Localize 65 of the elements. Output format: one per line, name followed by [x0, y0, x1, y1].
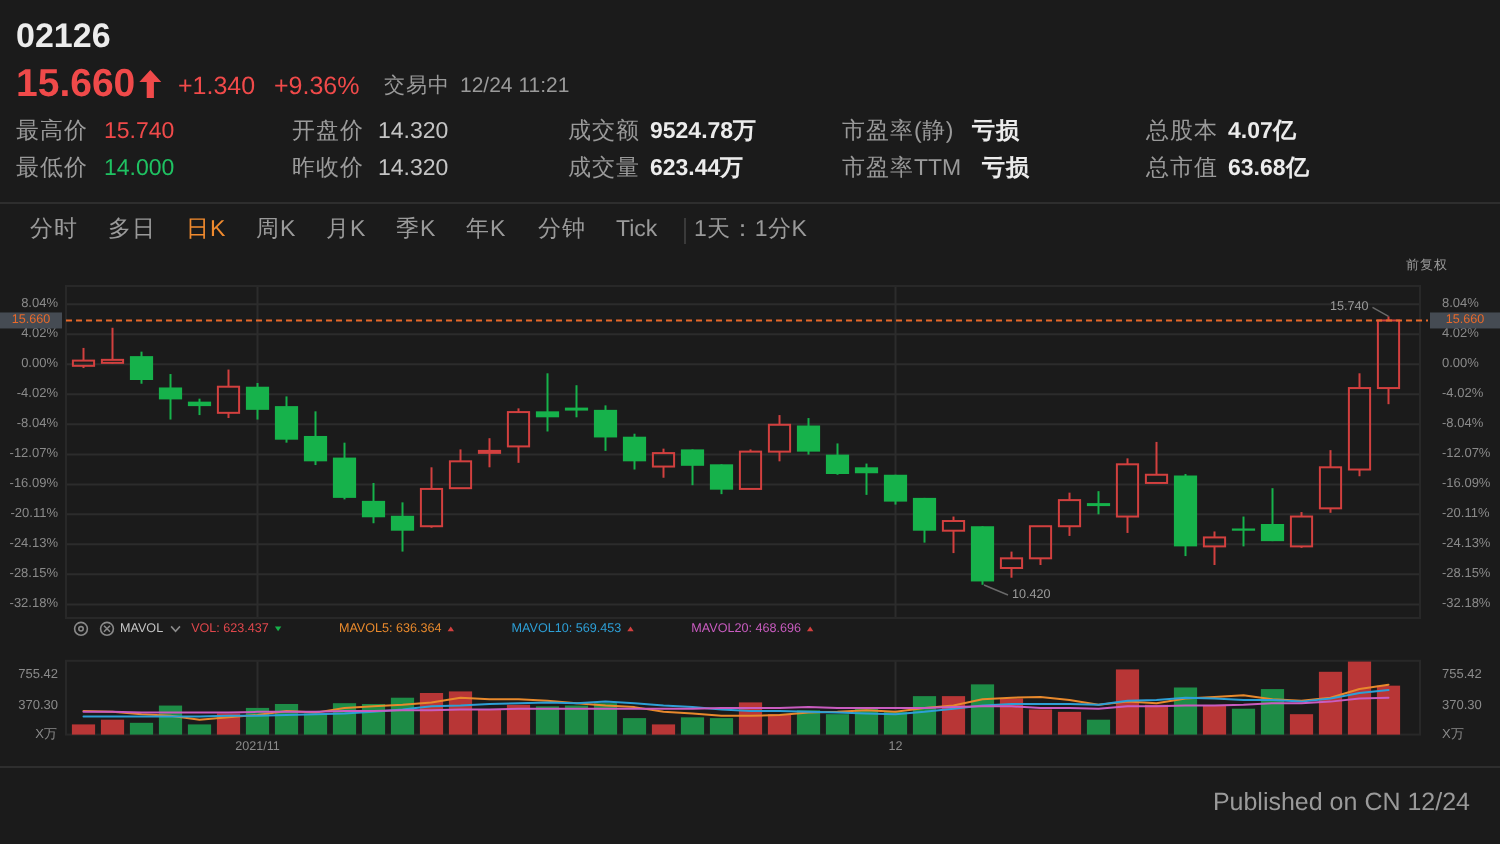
text: 亏损 — [970, 118, 1022, 144]
text: 14.320 — [378, 120, 449, 144]
text: 交易中 — [384, 72, 450, 98]
text: 月K — [326, 216, 366, 242]
bar — [71, 724, 96, 735]
text: 亏损 — [980, 155, 1032, 181]
text: 开盘价 — [292, 118, 364, 144]
line-series — [82, 696, 1390, 714]
text: 总股本 — [1144, 118, 1218, 144]
chart-title: 02126 — [16, 17, 111, 55]
text: 14.320 — [378, 157, 449, 181]
text: 季K — [396, 216, 436, 242]
bar — [129, 722, 154, 735]
text: 市盈率TTM — [842, 153, 962, 181]
text: 分时 — [30, 216, 78, 242]
text: +9.36% — [274, 72, 360, 100]
text: 总市值 — [1144, 153, 1218, 181]
bar — [622, 718, 647, 735]
bar — [1289, 714, 1314, 735]
bar — [1318, 671, 1343, 735]
bar — [1376, 685, 1401, 735]
text: 日K — [186, 216, 226, 242]
bar — [1086, 719, 1111, 735]
bar — [1347, 661, 1372, 735]
bar — [564, 705, 589, 735]
bar — [1028, 709, 1053, 735]
bar — [100, 719, 125, 735]
bar — [970, 684, 995, 735]
text: 成交额 — [568, 116, 640, 144]
text: 周K — [256, 216, 296, 242]
bar — [1231, 708, 1256, 735]
text: 昨收价 — [292, 155, 364, 181]
bar — [709, 718, 734, 735]
text: 市盈率(静) — [842, 116, 954, 144]
text: 14.000 — [104, 157, 175, 181]
text: Published on CN 12/24 — [1212, 788, 1471, 816]
text: +1.340 — [178, 72, 256, 100]
text: 9524.78万 — [650, 118, 758, 144]
bar — [187, 724, 212, 735]
bar — [506, 704, 531, 735]
text: Tick — [616, 218, 658, 242]
bar — [651, 724, 676, 735]
text: 成交量 — [568, 153, 640, 181]
bar — [477, 709, 502, 735]
bar — [767, 714, 792, 735]
bar — [825, 714, 850, 735]
bar — [1057, 711, 1082, 735]
bar — [535, 706, 560, 735]
text: 年K — [466, 216, 506, 242]
bar — [303, 713, 328, 735]
text: 4.07亿 — [1228, 118, 1299, 144]
bar — [1115, 669, 1140, 735]
text: 15.660 — [16, 62, 136, 106]
text: 分钟 — [538, 216, 586, 242]
bar — [680, 717, 705, 735]
bar — [1144, 704, 1169, 735]
text: 最高价 — [16, 116, 88, 144]
text: 12/24 11:21 — [460, 74, 570, 98]
text: 63.68亿 — [1228, 155, 1312, 181]
text: 1天：1分K — [694, 216, 808, 242]
bar — [1202, 705, 1227, 735]
text: 623.44万 — [650, 155, 745, 181]
text: 多日 — [108, 216, 156, 242]
text: 最低价 — [16, 155, 88, 181]
text: 15.740 — [104, 120, 175, 144]
